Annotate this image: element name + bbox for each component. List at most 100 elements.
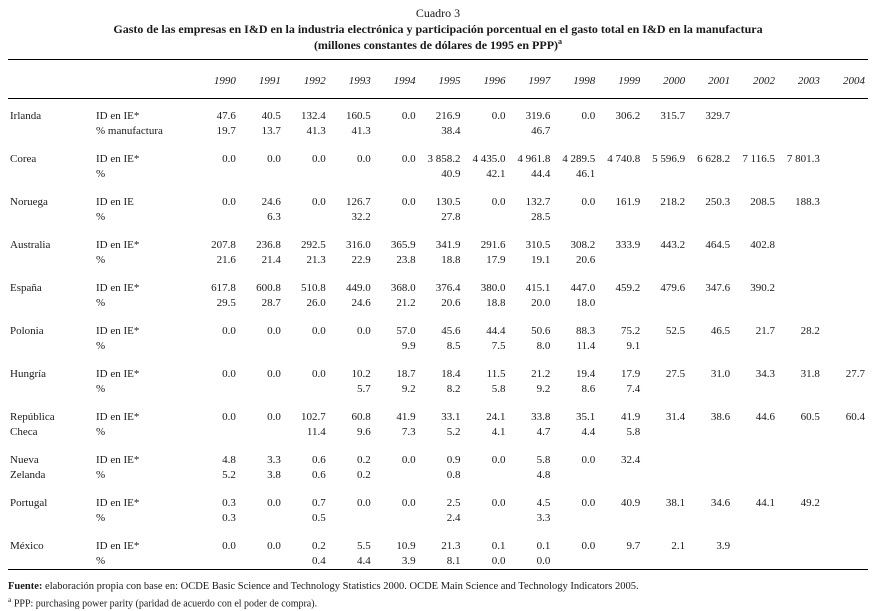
value-cell bbox=[733, 526, 778, 554]
country-name: Irlanda bbox=[10, 109, 42, 122]
value-cell bbox=[374, 511, 419, 526]
value-cell bbox=[194, 425, 239, 440]
value-cell: 464.5 bbox=[705, 238, 731, 251]
row-label: % bbox=[96, 339, 106, 352]
value-cell: 38.4 bbox=[441, 124, 461, 137]
value-cell bbox=[598, 511, 643, 526]
value-cell bbox=[643, 468, 688, 483]
value-cell bbox=[823, 440, 868, 468]
value-cell bbox=[823, 225, 868, 253]
value-cell: 0.0 bbox=[356, 152, 371, 165]
value-cell: 188.3 bbox=[795, 195, 820, 208]
value-cell: 31.8 bbox=[800, 367, 820, 380]
value-cell: 28.2 bbox=[800, 324, 820, 337]
value-cell: 0.0 bbox=[536, 554, 551, 567]
value-cell: 7.3 bbox=[401, 425, 416, 438]
value-cell bbox=[778, 339, 823, 354]
value-cell: 0.0 bbox=[491, 195, 506, 208]
value-cell: 9.6 bbox=[356, 425, 371, 438]
value-cell bbox=[823, 182, 868, 210]
row-label: ID en IE* bbox=[96, 281, 140, 294]
value-cell: 0.0 bbox=[222, 539, 236, 552]
value-cell bbox=[823, 526, 868, 554]
value-cell: 130.5 bbox=[435, 195, 461, 208]
country-name: República bbox=[10, 410, 55, 423]
value-cell: 33.1 bbox=[441, 410, 461, 423]
value-cell: 390.2 bbox=[750, 281, 775, 294]
row-label: % bbox=[96, 425, 106, 438]
value-cell: 34.3 bbox=[755, 367, 775, 380]
value-cell: 7.4 bbox=[626, 382, 641, 395]
value-cell: 0.0 bbox=[491, 554, 506, 567]
value-cell: 617.8 bbox=[211, 281, 236, 294]
table-footer: Fuente: elaboración propia con base en: … bbox=[8, 579, 868, 611]
value-cell bbox=[688, 440, 733, 468]
value-cell bbox=[688, 554, 733, 570]
value-cell bbox=[643, 511, 688, 526]
value-cell bbox=[688, 167, 733, 182]
value-cell bbox=[374, 468, 419, 483]
value-cell bbox=[553, 554, 598, 570]
value-cell: 5.5 bbox=[356, 539, 371, 552]
value-cell: 329.7 bbox=[705, 109, 731, 122]
table-row: Noruega ID en IE 0.0 24.6 0.0 126.7 0.0 130.5 0.… bbox=[8, 182, 868, 210]
value-cell bbox=[733, 98, 778, 124]
value-cell bbox=[778, 210, 823, 225]
value-cell: 0.2 bbox=[356, 453, 371, 466]
value-cell: 10.2 bbox=[351, 367, 371, 380]
table-row: % 0.3 0.5 2.4 3.3 bbox=[8, 511, 868, 526]
value-cell bbox=[329, 511, 374, 526]
value-cell: 0.1 bbox=[491, 539, 506, 552]
year-header: 2000 bbox=[643, 59, 689, 99]
value-cell: 46.7 bbox=[531, 124, 551, 137]
country-name bbox=[8, 167, 96, 182]
value-cell: 0.0 bbox=[267, 496, 281, 509]
value-cell bbox=[284, 167, 329, 182]
table-title-line2: (millones constantes de dólares de 1995 … bbox=[8, 37, 868, 54]
value-cell bbox=[823, 468, 868, 483]
row-label: ID en IE* bbox=[96, 367, 140, 380]
value-cell: 316.0 bbox=[345, 238, 371, 251]
year-header: 1997 bbox=[508, 59, 554, 99]
table-row: España ID en IE* 617.8 600.8 510.8 449.0 368.0… bbox=[8, 268, 868, 296]
value-cell: 0.3 bbox=[222, 496, 236, 509]
value-cell: 19.4 bbox=[576, 367, 596, 380]
value-cell: 44.4 bbox=[531, 167, 551, 180]
value-cell: 32.4 bbox=[620, 453, 641, 466]
value-cell bbox=[329, 339, 374, 354]
value-cell: 0.0 bbox=[356, 324, 371, 337]
value-cell: 60.8 bbox=[351, 410, 371, 423]
value-cell: 0.0 bbox=[222, 195, 236, 208]
value-cell: 31.0 bbox=[710, 367, 731, 380]
value-cell: 380.0 bbox=[480, 281, 506, 294]
value-cell bbox=[733, 468, 778, 483]
value-cell: 0.0 bbox=[581, 453, 596, 466]
value-cell bbox=[464, 511, 509, 526]
value-cell: 308.2 bbox=[570, 238, 596, 251]
value-cell: 347.6 bbox=[705, 281, 731, 294]
value-cell: 38.1 bbox=[665, 496, 686, 509]
value-cell: 21.7 bbox=[755, 324, 775, 337]
value-cell: 0.9 bbox=[446, 453, 461, 466]
value-cell: 8.5 bbox=[446, 339, 461, 352]
table-row: % 21.6 21.4 21.3 22.9 23.8 18.8 17.9 19.1 20.6 bbox=[8, 253, 868, 268]
row-label: ID en IE* bbox=[96, 238, 140, 251]
value-cell bbox=[239, 554, 284, 570]
value-cell: 0.0 bbox=[267, 152, 281, 165]
value-cell bbox=[733, 124, 778, 139]
value-cell: 40.9 bbox=[441, 167, 461, 180]
country-name bbox=[8, 210, 96, 225]
value-cell: 34.6 bbox=[710, 496, 731, 509]
value-cell bbox=[823, 98, 868, 124]
value-cell bbox=[823, 210, 868, 225]
year-header: 1993 bbox=[328, 59, 374, 99]
value-cell: 26.0 bbox=[306, 296, 326, 309]
value-cell bbox=[643, 554, 688, 570]
value-cell: 449.0 bbox=[345, 281, 371, 294]
year-header-row: 1990 1991 1992 1993 1994 1995 1996 1997 1998 1999… bbox=[8, 59, 868, 99]
year-header: 2003 bbox=[777, 59, 823, 99]
value-cell: 0.0 bbox=[581, 496, 596, 509]
value-cell: 160.5 bbox=[345, 109, 371, 122]
value-cell: 6.3 bbox=[267, 210, 281, 223]
value-cell bbox=[778, 425, 823, 440]
